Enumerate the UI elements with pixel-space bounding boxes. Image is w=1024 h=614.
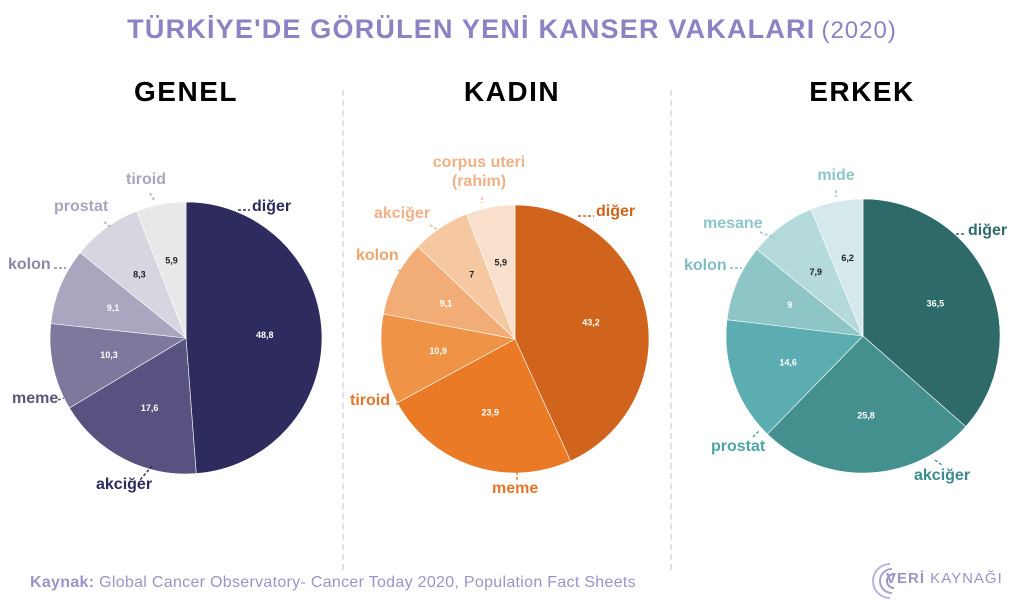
slice-value-label: 9	[787, 300, 792, 310]
pie-slice	[185, 201, 323, 474]
label-leader-line	[395, 401, 405, 405]
slice-value-label: 48,8	[256, 330, 274, 340]
slice-category-label: meme	[12, 390, 58, 407]
slice-value-label: 10,9	[429, 346, 447, 356]
slice-value-label: 9,1	[440, 299, 453, 309]
slice-category-label: prostat	[711, 438, 766, 455]
slice-value-label: 10,3	[100, 350, 118, 360]
slice-category-label: corpus uteri (rahim)	[433, 154, 525, 190]
label-leader-line	[149, 192, 155, 201]
label-leader-line	[103, 221, 113, 229]
pie-chart-genel: 48,8 17,6 10,3 9,1 8,3 5,9 diğer akciğer meme kol…	[8, 171, 323, 493]
source-label: Kaynak:	[30, 574, 95, 591]
label-leader-line	[57, 397, 65, 401]
panel-title-kadin: KADIN	[463, 76, 561, 107]
pie-chart-erkek: 36,5 25,8 14,6 9 7,9 6,2 diğer akciğer prostat ko…	[684, 167, 1007, 484]
slice-category-label: prostat	[54, 198, 109, 215]
pie-slice	[466, 204, 516, 340]
label-leader-line	[934, 459, 944, 467]
slice-category-label: diğer	[968, 222, 1007, 239]
pie-slice	[725, 319, 864, 435]
pie-slice	[396, 338, 571, 474]
label-leader-line	[139, 465, 153, 481]
pie-slice	[50, 252, 187, 339]
slice-category-label: kolon	[684, 257, 727, 274]
panel-divider-right	[670, 90, 672, 570]
slice-category-label: tiroid	[350, 392, 390, 409]
slice-category-label: mesane	[703, 215, 763, 232]
main-title-year: (2020)	[821, 17, 897, 44]
slice-category-label: diğer	[252, 198, 291, 215]
slice-value-label: 5,9	[165, 256, 178, 266]
slice-value-label: 5,9	[494, 258, 507, 268]
slice-value-label: 6,2	[841, 253, 854, 263]
slice-value-label: 7	[469, 269, 474, 279]
pie-slice	[766, 335, 967, 474]
pie-slice	[810, 198, 864, 337]
source-text: Global Cancer Observatory- Cancer Today …	[99, 574, 636, 591]
slice-value-label: 36,5	[927, 298, 945, 308]
pie-slice	[514, 204, 650, 462]
pie-slice	[68, 337, 197, 475]
slice-category-label: akciğer	[914, 467, 970, 484]
slice-value-label: 8,3	[133, 269, 146, 279]
panel-title-genel: GENEL	[134, 76, 238, 107]
main-title-text: TÜRKİYE'DE GÖRÜLEN YENİ KANSER VAKALARI	[127, 14, 816, 44]
slice-value-label: 17,6	[141, 403, 159, 413]
label-leader-line	[759, 231, 776, 239]
slice-category-label: meme	[492, 480, 538, 497]
pie-slice	[49, 323, 187, 409]
logo-arcs-icon	[872, 563, 895, 599]
panel-title-erkek: ERKEK	[809, 76, 915, 107]
pie-chart-kadin: 43,2 23,9 10,9 9,1 7 5,9 diğer meme tiroid kolon a…	[350, 154, 650, 497]
source-note: Kaynak: Global Cancer Observatory- Cance…	[30, 574, 636, 592]
slice-value-label: 23,9	[482, 408, 500, 418]
slice-value-label: 7,9	[809, 267, 822, 277]
slice-category-label: akciğer	[374, 205, 430, 222]
slice-category-label: diğer	[596, 203, 635, 220]
slice-category-label: tiroid	[126, 171, 166, 188]
logo-text-rest: KAYNAĞI	[925, 570, 1003, 587]
slice-value-label: 9,1	[107, 303, 120, 313]
logo-text: VERİ KAYNAĞI	[886, 570, 1003, 587]
label-leader-line	[752, 429, 761, 438]
pie-slice	[136, 201, 187, 339]
label-leader-line	[397, 269, 409, 277]
slice-category-label: kolon	[356, 247, 399, 264]
slice-value-label: 25,8	[857, 410, 875, 420]
chart-main-title: TÜRKİYE'DE GÖRÜLEN YENİ KANSER VAKALARI(…	[0, 14, 1024, 45]
slice-category-label: kolon	[8, 256, 51, 273]
logo-text-bold: VERİ	[886, 570, 926, 587]
pie-slice	[862, 198, 1001, 428]
slice-category-label: akciğer	[96, 476, 152, 493]
veri-kaynagi-logo: VERİ KAYNAĞI	[866, 556, 1016, 606]
pie-slice	[380, 313, 516, 404]
panel-divider-left	[342, 90, 344, 570]
slice-value-label: 14,6	[779, 357, 797, 367]
slice-category-label: mide	[817, 167, 854, 184]
label-leader-line	[429, 224, 439, 231]
slice-value-label: 43,2	[582, 318, 600, 328]
